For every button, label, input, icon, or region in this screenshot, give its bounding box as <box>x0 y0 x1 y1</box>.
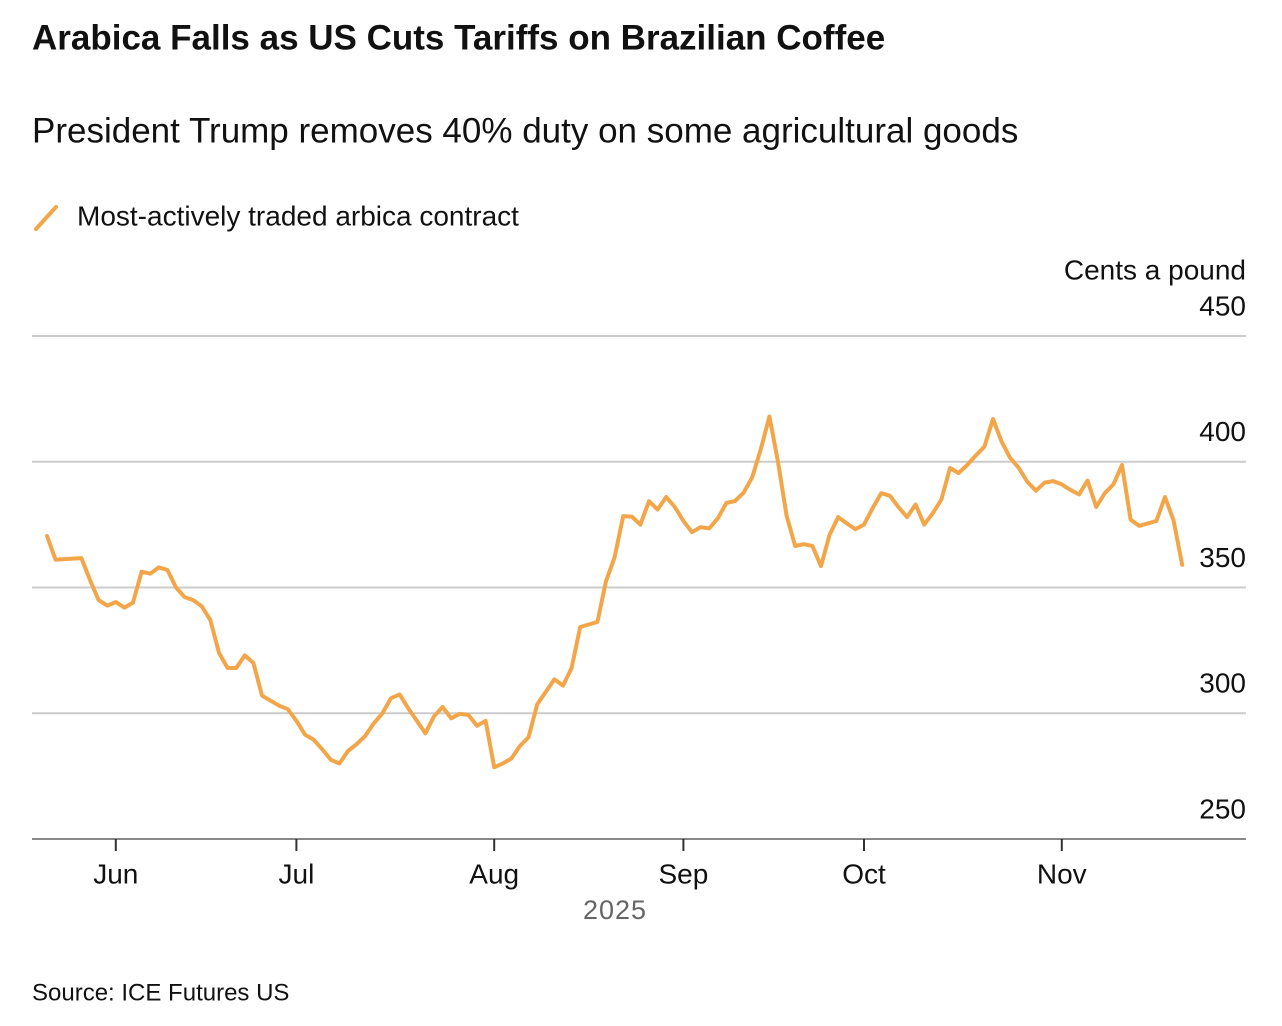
chart-title: Arabica Falls as US Cuts Tariffs on Braz… <box>32 18 885 57</box>
x-tick-label: Sep <box>658 858 708 889</box>
y-tick-label: 300 <box>1199 668 1246 699</box>
y-axis-label: Cents a pound <box>1064 254 1246 285</box>
x-tick-label: Oct <box>842 858 886 889</box>
legend-swatch <box>34 205 58 231</box>
y-tick-label: 350 <box>1199 542 1246 573</box>
source-note: Source: ICE Futures US <box>32 979 289 1006</box>
legend-label: Most-actively traded arbica contract <box>77 200 519 231</box>
x-tick-label: Jul <box>279 858 315 889</box>
data-line <box>45 414 1185 770</box>
x-tick-label: Jun <box>93 858 138 889</box>
y-tick-label: 250 <box>1199 793 1246 824</box>
y-tick-label: 400 <box>1199 416 1246 447</box>
x-tick-label: Aug <box>469 858 519 889</box>
chart-subtitle: President Trump removes 40% duty on some… <box>32 111 1018 150</box>
x-tick-label: Nov <box>1037 858 1087 889</box>
y-tick-label: 450 <box>1199 290 1246 321</box>
x-axis-label: 2025 <box>583 895 647 925</box>
